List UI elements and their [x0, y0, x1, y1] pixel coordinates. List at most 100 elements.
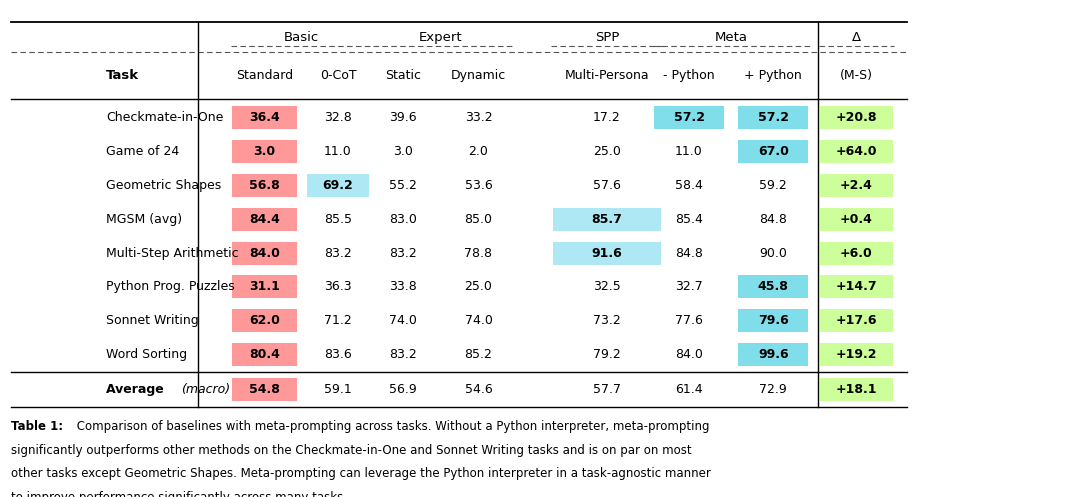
- Text: +2.4: +2.4: [840, 179, 873, 192]
- Text: +20.8: +20.8: [836, 111, 877, 124]
- Text: 25.0: 25.0: [464, 280, 492, 293]
- Text: 32.7: 32.7: [675, 280, 703, 293]
- Text: 54.6: 54.6: [464, 383, 492, 396]
- Text: 84.0: 84.0: [675, 348, 703, 361]
- Text: 80.4: 80.4: [249, 348, 280, 361]
- Text: 73.2: 73.2: [593, 314, 621, 327]
- Text: Δ: Δ: [852, 31, 861, 44]
- Text: Task: Task: [106, 69, 139, 83]
- Text: 72.9: 72.9: [759, 383, 787, 396]
- FancyBboxPatch shape: [653, 106, 725, 130]
- Text: 57.2: 57.2: [758, 111, 788, 124]
- FancyBboxPatch shape: [821, 275, 892, 299]
- FancyBboxPatch shape: [821, 208, 892, 231]
- Text: Table 1:: Table 1:: [11, 419, 63, 433]
- Text: +14.7: +14.7: [836, 280, 877, 293]
- Text: +6.0: +6.0: [840, 247, 873, 259]
- Text: 71.2: 71.2: [324, 314, 352, 327]
- FancyBboxPatch shape: [738, 275, 809, 299]
- Text: 85.5: 85.5: [324, 213, 352, 226]
- Text: 32.5: 32.5: [593, 280, 621, 293]
- Text: 91.6: 91.6: [592, 247, 622, 259]
- Text: Python Prog. Puzzles: Python Prog. Puzzles: [106, 280, 234, 293]
- Text: 79.2: 79.2: [593, 348, 621, 361]
- Text: 57.2: 57.2: [674, 111, 704, 124]
- Text: 45.8: 45.8: [758, 280, 788, 293]
- Text: 36.4: 36.4: [249, 111, 280, 124]
- Text: +0.4: +0.4: [840, 213, 873, 226]
- FancyBboxPatch shape: [821, 106, 892, 130]
- FancyBboxPatch shape: [738, 140, 809, 164]
- Text: other tasks except Geometric Shapes. Meta-prompting can leverage the Python inte: other tasks except Geometric Shapes. Met…: [11, 467, 711, 481]
- Text: 77.6: 77.6: [675, 314, 703, 327]
- Text: 83.2: 83.2: [324, 247, 352, 259]
- Text: 84.8: 84.8: [759, 213, 787, 226]
- Text: 3.0: 3.0: [254, 145, 275, 158]
- Text: 85.4: 85.4: [675, 213, 703, 226]
- Text: 85.7: 85.7: [592, 213, 622, 226]
- Text: 59.1: 59.1: [324, 383, 352, 396]
- Text: 32.8: 32.8: [324, 111, 352, 124]
- Text: 11.0: 11.0: [675, 145, 703, 158]
- FancyBboxPatch shape: [307, 174, 369, 197]
- Text: Word Sorting: Word Sorting: [106, 348, 187, 361]
- FancyBboxPatch shape: [553, 242, 661, 265]
- Text: Standard: Standard: [237, 69, 293, 83]
- Text: +64.0: +64.0: [836, 145, 877, 158]
- Text: Geometric Shapes: Geometric Shapes: [106, 179, 221, 192]
- Text: Average: Average: [106, 383, 168, 396]
- FancyBboxPatch shape: [738, 309, 809, 332]
- Text: significantly outperforms other methods on the Checkmate-in-One and Sonnet Writi: significantly outperforms other methods …: [11, 443, 691, 457]
- Text: 0-CoT: 0-CoT: [320, 69, 356, 83]
- Text: +18.1: +18.1: [836, 383, 877, 396]
- Text: Basic: Basic: [284, 31, 319, 44]
- FancyBboxPatch shape: [738, 106, 809, 130]
- Text: +17.6: +17.6: [836, 314, 877, 327]
- FancyBboxPatch shape: [821, 140, 892, 164]
- Text: 31.1: 31.1: [249, 280, 280, 293]
- Text: 74.0: 74.0: [464, 314, 492, 327]
- FancyBboxPatch shape: [553, 208, 661, 231]
- Text: Multi-Persona: Multi-Persona: [565, 69, 649, 83]
- Text: to improve performance significantly across many tasks.: to improve performance significantly acr…: [11, 491, 347, 497]
- Text: 3.0: 3.0: [393, 145, 413, 158]
- FancyBboxPatch shape: [232, 174, 297, 197]
- FancyBboxPatch shape: [821, 343, 892, 366]
- FancyBboxPatch shape: [232, 208, 297, 231]
- Text: 58.4: 58.4: [675, 179, 703, 192]
- Text: 57.6: 57.6: [593, 179, 621, 192]
- FancyBboxPatch shape: [232, 378, 297, 401]
- FancyBboxPatch shape: [232, 106, 297, 130]
- FancyBboxPatch shape: [738, 343, 809, 366]
- Text: (macro): (macro): [181, 383, 230, 396]
- Text: Dynamic: Dynamic: [450, 69, 507, 83]
- Text: 84.0: 84.0: [249, 247, 280, 259]
- Text: Comparison of baselines with meta-prompting across tasks. Without a Python inter: Comparison of baselines with meta-prompt…: [73, 419, 710, 433]
- Text: Checkmate-in-One: Checkmate-in-One: [106, 111, 224, 124]
- Text: Game of 24: Game of 24: [106, 145, 179, 158]
- Text: 54.8: 54.8: [249, 383, 280, 396]
- Text: SPP: SPP: [595, 31, 619, 44]
- Text: 11.0: 11.0: [324, 145, 352, 158]
- Text: 83.0: 83.0: [389, 213, 417, 226]
- Text: Meta: Meta: [715, 31, 747, 44]
- Text: Static: Static: [384, 69, 421, 83]
- Text: 99.6: 99.6: [758, 348, 788, 361]
- Text: Expert: Expert: [419, 31, 462, 44]
- Text: 67.0: 67.0: [758, 145, 788, 158]
- Text: 62.0: 62.0: [249, 314, 280, 327]
- Text: 56.9: 56.9: [389, 383, 417, 396]
- FancyBboxPatch shape: [232, 309, 297, 332]
- Text: 17.2: 17.2: [593, 111, 621, 124]
- Text: 84.4: 84.4: [249, 213, 280, 226]
- FancyBboxPatch shape: [821, 378, 892, 401]
- Text: 53.6: 53.6: [464, 179, 492, 192]
- Text: 36.3: 36.3: [324, 280, 352, 293]
- Text: (M-S): (M-S): [840, 69, 873, 83]
- Text: Sonnet Writing: Sonnet Writing: [106, 314, 199, 327]
- Text: 78.8: 78.8: [464, 247, 492, 259]
- Text: 57.7: 57.7: [593, 383, 621, 396]
- Text: 79.6: 79.6: [758, 314, 788, 327]
- Text: 33.2: 33.2: [464, 111, 492, 124]
- Text: Multi-Step Arithmetic: Multi-Step Arithmetic: [106, 247, 239, 259]
